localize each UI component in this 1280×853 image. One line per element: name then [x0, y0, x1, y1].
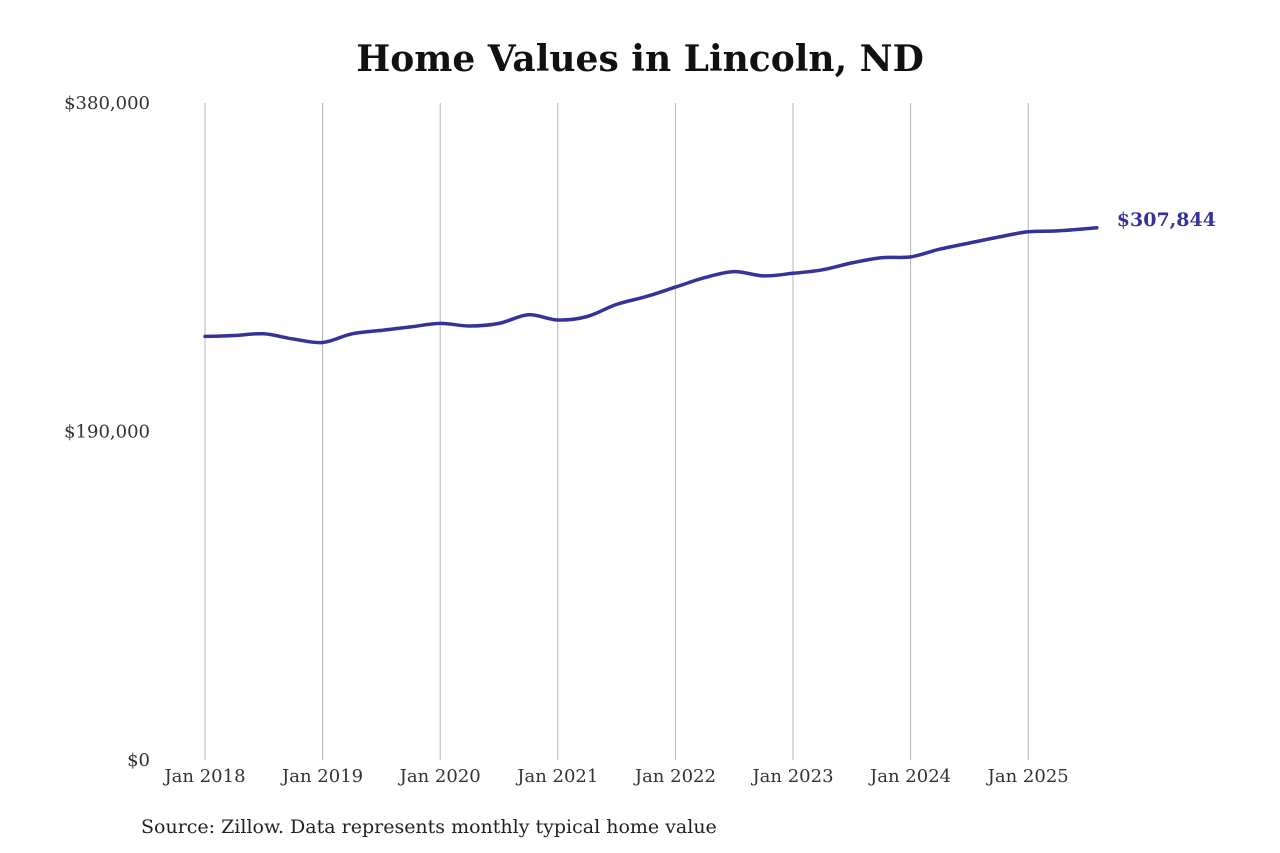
- y-tick-label: $380,000: [64, 93, 150, 114]
- y-axis-ticks: $0 $190,000 $380,000: [64, 93, 150, 771]
- series-group: $307,844: [203, 209, 1216, 345]
- y-tick-label: $0: [127, 750, 150, 771]
- x-tick-label: Jan 2019: [280, 766, 363, 787]
- y-tick-label: $190,000: [64, 422, 150, 443]
- series-line: [203, 226, 1099, 345]
- end-value-label: $307,844: [1117, 209, 1216, 231]
- x-tick-label: Jan 2022: [633, 766, 716, 787]
- x-tick-label: Jan 2020: [398, 766, 481, 787]
- x-axis-ticks: Jan 2018 Jan 2019 Jan 2020 Jan 2021 Jan 2022…: [162, 766, 1068, 787]
- x-tick-label: Jan 2024: [868, 766, 951, 787]
- gridlines: [204, 103, 1029, 760]
- source-note: Source: Zillow. Data represents monthly …: [141, 816, 717, 838]
- x-tick-label: Jan 2021: [515, 766, 598, 787]
- x-tick-label: Jan 2023: [750, 766, 833, 787]
- x-tick-label: Jan 2025: [986, 766, 1069, 787]
- x-tick-label: Jan 2018: [162, 766, 245, 787]
- chart-title: Home Values in Lincoln, ND: [356, 38, 924, 80]
